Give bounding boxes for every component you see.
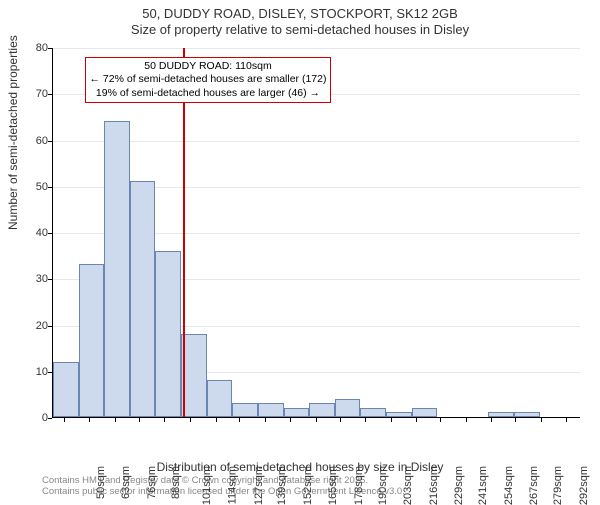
chart-title: 50, DUDDY ROAD, DISLEY, STOCKPORT, SK12 … <box>0 0 600 39</box>
xtick-mark <box>466 418 467 422</box>
xtick-label: 279sqm <box>552 466 564 505</box>
histogram-bar <box>412 408 438 417</box>
xtick-mark <box>64 418 65 422</box>
grid-line <box>53 141 580 142</box>
ytick-mark <box>48 418 52 419</box>
xtick-mark <box>265 418 266 422</box>
ytick-mark <box>48 326 52 327</box>
xtick-mark <box>340 418 341 422</box>
ytick-mark <box>48 94 52 95</box>
histogram-bar <box>155 251 181 418</box>
xtick-mark <box>391 418 392 422</box>
xtick-label: 114sqm <box>226 466 238 504</box>
xtick-label: 216sqm <box>428 466 440 505</box>
xtick-label: 254sqm <box>503 466 515 505</box>
ytick-label: 50 <box>18 181 48 193</box>
xtick-mark <box>566 418 567 422</box>
xtick-label: 76sqm <box>146 466 158 499</box>
reference-line <box>183 48 185 417</box>
histogram-bar <box>130 181 156 417</box>
ytick-label: 20 <box>18 320 48 332</box>
y-axis-label: Number of semi-detached properties <box>6 35 20 230</box>
xtick-mark <box>139 418 140 422</box>
xtick-label: 292sqm <box>578 466 590 505</box>
histogram-bar <box>284 408 310 417</box>
ytick-mark <box>48 187 52 188</box>
ytick-mark <box>48 48 52 49</box>
xtick-mark <box>416 418 417 422</box>
plot-area: 50 DUDDY ROAD: 110sqm← 72% of semi-detac… <box>52 48 580 418</box>
histogram-bar <box>488 412 514 417</box>
ytick-mark <box>48 372 52 373</box>
histogram-bar <box>258 403 284 417</box>
xtick-label: 127sqm <box>253 466 265 505</box>
xtick-mark <box>515 418 516 422</box>
ytick-label: 40 <box>18 227 48 239</box>
xtick-mark <box>290 418 291 422</box>
ytick-label: 10 <box>18 366 48 378</box>
histogram-bar <box>207 380 233 417</box>
histogram-bar <box>309 403 335 417</box>
xtick-label: 101sqm <box>201 466 213 505</box>
ytick-mark <box>48 279 52 280</box>
histogram-bar <box>335 399 361 418</box>
ytick-label: 60 <box>18 135 48 147</box>
ytick-mark <box>48 141 52 142</box>
xtick-mark <box>190 418 191 422</box>
histogram-bar <box>360 408 386 417</box>
histogram-bar <box>514 412 540 417</box>
annotation-line: 19% of semi-detached houses are larger (… <box>90 87 327 100</box>
xtick-label: 63sqm <box>120 466 132 499</box>
xtick-label: 50sqm <box>95 466 107 499</box>
title-line2: Size of property relative to semi-detach… <box>0 22 600 38</box>
xtick-label: 229sqm <box>454 466 466 505</box>
annotation-box: 50 DUDDY ROAD: 110sqm← 72% of semi-detac… <box>85 57 332 102</box>
xtick-mark <box>365 418 366 422</box>
xtick-label: 165sqm <box>328 466 340 505</box>
annotation-line: ← 72% of semi-detached houses are smalle… <box>90 73 327 86</box>
xtick-label: 178sqm <box>353 466 365 505</box>
title-line1: 50, DUDDY ROAD, DISLEY, STOCKPORT, SK12 … <box>0 6 600 22</box>
ytick-label: 30 <box>18 273 48 285</box>
xtick-label: 203sqm <box>402 466 414 505</box>
xtick-mark <box>216 418 217 422</box>
grid-line <box>53 48 580 49</box>
xtick-label: 267sqm <box>528 466 540 505</box>
xtick-mark <box>316 418 317 422</box>
annotation-line: 50 DUDDY ROAD: 110sqm <box>90 60 327 73</box>
xtick-mark <box>491 418 492 422</box>
xtick-mark <box>164 418 165 422</box>
xtick-label: 152sqm <box>302 466 314 505</box>
histogram-bar <box>232 403 258 417</box>
xtick-mark <box>541 418 542 422</box>
xtick-label: 88sqm <box>170 466 182 499</box>
xtick-mark <box>89 418 90 422</box>
xtick-mark <box>239 418 240 422</box>
xtick-label: 190sqm <box>377 466 389 505</box>
histogram-bar <box>386 412 412 417</box>
xtick-label: 241sqm <box>477 466 489 505</box>
histogram-bar <box>79 264 105 417</box>
xtick-mark <box>115 418 116 422</box>
ytick-label: 70 <box>18 88 48 100</box>
histogram-bar <box>53 362 79 418</box>
xtick-mark <box>440 418 441 422</box>
ytick-label: 0 <box>18 412 48 424</box>
xtick-label: 139sqm <box>276 466 288 505</box>
ytick-label: 80 <box>18 42 48 54</box>
ytick-mark <box>48 233 52 234</box>
histogram-bar <box>104 121 130 417</box>
